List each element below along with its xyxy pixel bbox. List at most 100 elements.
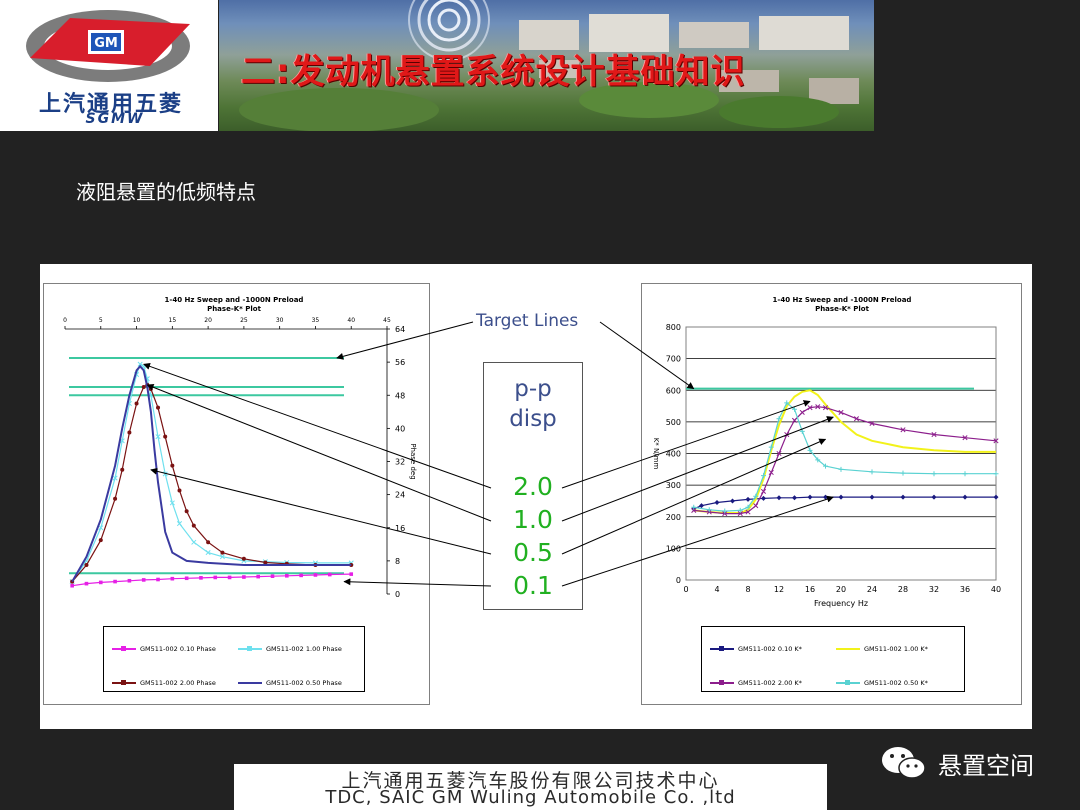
phase-chart: 1-40 Hz Sweep and -1000N PreloadPhase-K*… [63, 296, 417, 599]
x-tick-label: 32 [929, 585, 939, 594]
stiffness-chart-panel: 1-40 Hz Sweep and -1000N Preload Phase-K*… [641, 283, 1022, 705]
x-tick-label: 5 [99, 317, 103, 324]
data-point [219, 554, 225, 560]
logo-english-name: SGMW [85, 111, 145, 127]
data-point [177, 488, 182, 493]
legend-label: GM511-002 0.50 Phase [266, 679, 342, 687]
legend-swatch [836, 648, 860, 650]
legend-label: GM511-002 1.00 Phase [266, 645, 342, 653]
wechat-icon [882, 747, 926, 779]
data-point [98, 525, 104, 531]
legend-label: GM511-002 0.50 K* [864, 679, 928, 687]
data-point [213, 575, 218, 580]
data-point [148, 387, 153, 392]
y-tick-label: 600 [666, 386, 681, 395]
x-tick-label: 0 [63, 317, 67, 324]
x-tick-label: 0 [683, 585, 688, 594]
phase-chart-legend: GM511-002 0.10 Phase GM511-002 1.00 Phase… [103, 626, 365, 692]
x-tick-label: 28 [898, 585, 908, 594]
data-point [931, 431, 937, 438]
legend-swatch [238, 682, 262, 684]
x-tick-label: 15 [169, 317, 177, 324]
target-lines-label: Target Lines [476, 311, 579, 331]
x-tick-label: 20 [836, 585, 846, 594]
slide-main-title: 二:发动机悬置系统设计基础知识 [241, 52, 746, 92]
y-tick-label: 16 [395, 524, 405, 533]
logo-badge-text: GM [94, 36, 118, 51]
data-point [313, 573, 318, 577]
legend-swatch [238, 646, 262, 651]
x-tick-label: 40 [347, 317, 355, 324]
series-line [693, 401, 996, 512]
data-point [993, 494, 999, 500]
x-tick-label: 35 [312, 317, 320, 324]
data-point [199, 576, 203, 580]
data-point [84, 581, 89, 586]
data-point [263, 560, 268, 565]
series-line [693, 389, 996, 514]
data-point [699, 503, 704, 509]
data-point [900, 470, 906, 476]
chart-title: 1-40 Hz Sweep and -1000N Preload [773, 296, 912, 304]
legend-marker-icon [247, 646, 252, 651]
legend-label: GM511-002 0.10 K* [738, 645, 802, 653]
y-tick-label: 0 [395, 590, 400, 599]
logo-emblem-icon: GM [26, 10, 190, 82]
y-tick-label: 40 [395, 424, 405, 433]
legend-label: GM511-002 2.00 K* [738, 679, 802, 687]
data-point [156, 405, 161, 410]
y-tick-label: 48 [395, 391, 405, 400]
data-point [270, 574, 275, 578]
disp-value-0-5: 0.5 [513, 538, 553, 567]
data-point [799, 428, 805, 434]
y-tick-label: 24 [395, 491, 405, 500]
data-point [807, 494, 813, 500]
data-point [900, 494, 906, 500]
data-point [206, 540, 211, 545]
data-point [838, 409, 844, 415]
data-point [242, 575, 246, 579]
y-tick-label: 100 [666, 544, 681, 553]
data-point [993, 471, 999, 477]
y-tick-label: 64 [395, 325, 405, 334]
x-tick-label: 12 [774, 585, 784, 594]
footer-english-name: TDC, SAIC GM Wuling Automobile Co. ,ltd [325, 787, 736, 808]
data-point [853, 416, 860, 422]
wechat-account-name: 悬置空间 [938, 752, 1034, 780]
x-tick-label: 45 [383, 317, 391, 324]
y-tick-label: 8 [395, 557, 400, 566]
legend-marker-icon [719, 680, 724, 685]
data-point [869, 469, 875, 475]
data-point [822, 405, 829, 411]
chart-subtitle: Phase-K* Plot [207, 305, 262, 313]
disp-heading-line2: disp [509, 406, 557, 432]
y-axis-label: K* N/mm [652, 438, 660, 470]
data-point [220, 550, 225, 555]
slide-subtitle: 液阻悬置的低频特点 [76, 180, 256, 204]
footer-chinese-name: 上汽通用五菱汽车股份有限公司技术中心 [341, 770, 720, 792]
phase-chart-panel: 1-40 Hz Sweep and -1000N Preload Phase-K*… [43, 283, 430, 705]
data-point [776, 495, 782, 501]
data-point [349, 572, 354, 576]
footer-banner: 上汽通用五菱汽车股份有限公司技术中心 TDC, SAIC GM Wuling A… [234, 764, 827, 810]
y-tick-label: 500 [666, 418, 681, 427]
y-tick-label: 800 [666, 323, 681, 332]
wechat-watermark: 悬置空间 [876, 740, 1076, 784]
data-point [191, 539, 197, 545]
series-1 [691, 494, 999, 512]
data-point [962, 494, 968, 500]
legend-marker-icon [845, 680, 850, 685]
data-point [141, 578, 146, 582]
pp-disp-box: p-p disp 2.0 1.0 0.5 0.1 [483, 362, 583, 610]
y-tick-label: 400 [666, 450, 681, 459]
series-4 [71, 364, 352, 583]
legend-swatch [112, 646, 136, 651]
data-point [900, 427, 906, 433]
data-point [869, 494, 875, 500]
y-tick-label: 0 [676, 576, 681, 585]
data-point [838, 494, 844, 500]
legend-marker-icon [719, 646, 724, 651]
x-tick-label: 20 [204, 317, 212, 324]
data-point [127, 578, 132, 583]
data-point [134, 401, 139, 406]
